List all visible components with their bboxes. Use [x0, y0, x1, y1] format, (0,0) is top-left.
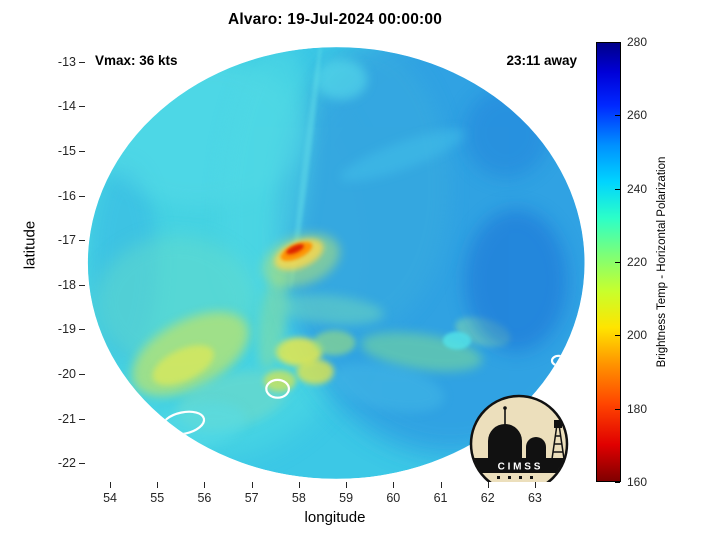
x-tick-label: 57 — [244, 491, 259, 505]
logo-antenna-top — [503, 406, 507, 410]
x-tick-mark — [487, 482, 489, 488]
x-tick-mark — [440, 482, 442, 488]
vmax-annotation: Vmax: 36 kts — [95, 53, 178, 68]
tb-feature — [464, 88, 550, 178]
tb-feature — [258, 271, 288, 370]
x-tick-mark — [393, 482, 395, 488]
tb-feature — [275, 337, 323, 367]
cimss-logo: C I M S S — [469, 394, 569, 482]
tb-contour — [265, 378, 291, 399]
x-tick-mark — [346, 482, 348, 488]
satellite-swath-image — [87, 47, 585, 479]
tb-feature — [296, 359, 335, 385]
y-tick-mark — [79, 240, 85, 242]
x-tick-label: 56 — [197, 491, 212, 505]
y-tick-mark — [79, 106, 85, 108]
y-tick-mark — [79, 195, 85, 197]
colorbar-tick-mark — [615, 482, 620, 483]
colorbar-tick-label: 160 — [627, 475, 648, 489]
colorbar-tick-label: 240 — [627, 181, 648, 196]
colorbar-tick-label: 260 — [627, 108, 648, 123]
colorbar-tick-label: 180 — [627, 401, 648, 416]
logo-text: C I M S S — [498, 462, 541, 473]
y-tick-label: -21 — [57, 411, 76, 426]
y-tick-mark — [79, 418, 85, 420]
tb-feature — [152, 345, 214, 385]
x-tick-label: 54 — [103, 491, 117, 505]
y-axis-label: latitude — [21, 220, 39, 270]
x-tick-label: 62 — [480, 491, 495, 505]
y-tick-mark — [79, 329, 85, 331]
y-tick-label: -19 — [57, 322, 76, 337]
tb-feature — [442, 331, 472, 350]
tb-feature — [270, 294, 384, 325]
logo-band — [472, 458, 566, 473]
colorbar-tick-label: 280 — [627, 35, 648, 49]
x-axis-label: longitude — [304, 509, 366, 526]
y-tick-label: -13 — [57, 54, 76, 69]
y-tick-mark — [79, 463, 85, 465]
y-tick-label: -14 — [57, 99, 76, 114]
x-tick-label: 63 — [527, 491, 542, 505]
x-tick-mark — [251, 482, 253, 488]
y-tick-label: -20 — [57, 367, 76, 382]
colorbar-tick-mark — [615, 335, 620, 337]
time-away-annotation: 23:11 away — [506, 53, 577, 68]
x-tick-mark — [298, 482, 300, 488]
y-tick-mark — [79, 61, 85, 63]
colorbar-tick-mark — [615, 408, 620, 410]
x-tick-label: 55 — [150, 491, 165, 505]
x-tick-label: 58 — [291, 491, 306, 505]
colorbar-label: Brightness Temp - Horizontal Polarizatio… — [656, 156, 668, 368]
swath-disk — [87, 47, 585, 479]
logo-large-dome-icon — [488, 424, 522, 459]
tb-feature — [340, 129, 466, 182]
y-tick-label: -18 — [57, 277, 76, 292]
x-tick-label: 61 — [433, 491, 448, 505]
x-tick-mark — [110, 482, 112, 488]
y-tick-label: -17 — [57, 233, 76, 248]
y-tick-mark — [79, 374, 85, 376]
logo-tower-top — [554, 420, 562, 428]
tb-feature — [313, 330, 356, 356]
tb-feature — [286, 244, 304, 255]
logo-dots — [497, 476, 533, 479]
tb-feature — [315, 59, 368, 100]
x-tick-label: 60 — [386, 491, 401, 505]
tb-feature — [464, 209, 568, 352]
colorbar-tick-mark — [615, 115, 620, 117]
y-tick-label: -16 — [57, 188, 76, 203]
page-title: Alvaro: 19-Jul-2024 00:00:00 — [227, 11, 443, 28]
y-tick-mark — [79, 284, 85, 286]
y-tick-label: -22 — [57, 456, 76, 471]
colorbar-tick-mark — [615, 42, 620, 43]
tb-feature — [332, 362, 445, 413]
x-tick-mark — [157, 482, 159, 488]
x-tick-mark — [204, 482, 206, 488]
logo-small-dome-icon — [526, 437, 546, 459]
colorbar-tick-mark — [615, 188, 620, 190]
colorbar-tick-mark — [615, 262, 620, 263]
y-tick-mark — [79, 151, 85, 153]
x-tick-mark — [534, 482, 536, 488]
tb-feature — [290, 47, 322, 289]
x-tick-label: 59 — [339, 491, 354, 505]
colorbar-tick-label: 200 — [627, 328, 648, 343]
logo-radio-tower-icon — [551, 427, 565, 460]
y-tick-label: -15 — [57, 144, 76, 159]
colorbar-tick-label: 220 — [627, 255, 648, 269]
